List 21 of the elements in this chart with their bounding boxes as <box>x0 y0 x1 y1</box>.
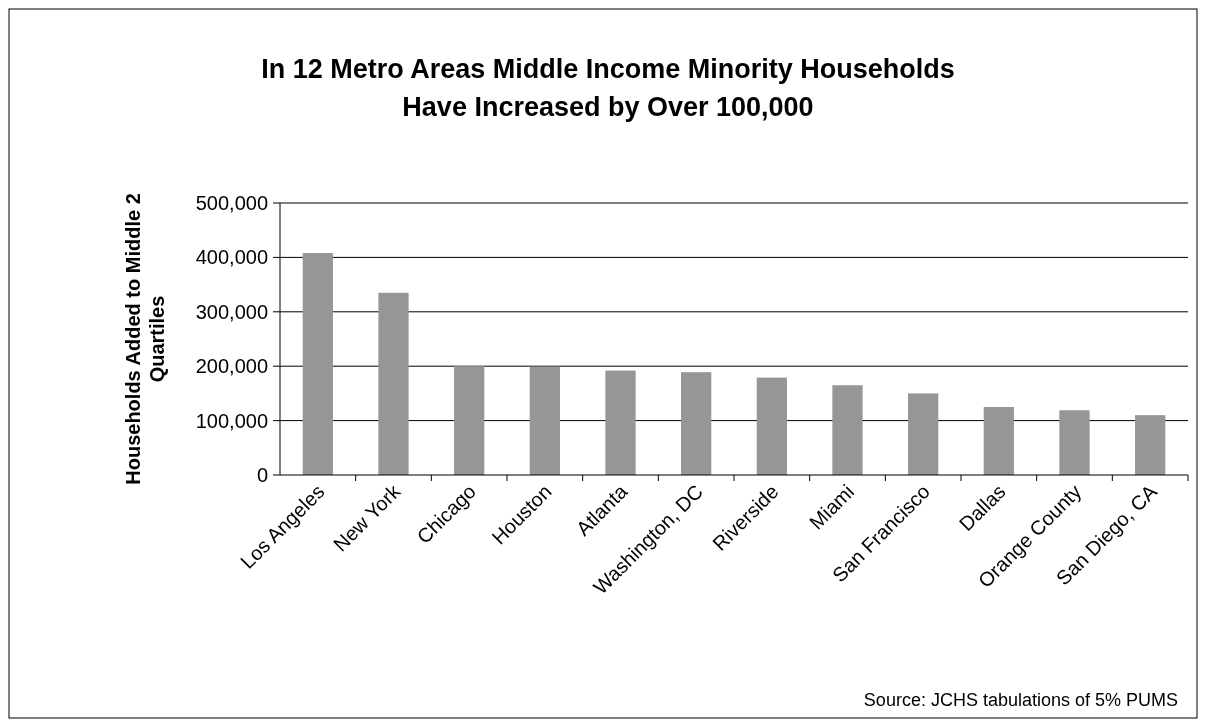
y-axis-title: Households Added to Middle 2 Quartiles <box>122 193 168 485</box>
y-tick-label: 0 <box>256 464 268 486</box>
y-tick-label: 100,000 <box>195 409 268 432</box>
bar <box>832 385 863 475</box>
bar <box>378 292 409 475</box>
bar <box>529 366 560 475</box>
bar <box>908 393 939 475</box>
y-tick-label: 500,000 <box>195 192 268 214</box>
bar <box>681 372 712 475</box>
bar <box>1135 415 1166 475</box>
bar <box>756 377 787 475</box>
y-tick-label: 200,000 <box>195 355 268 378</box>
bar <box>454 366 485 475</box>
y-tick-label: 300,000 <box>195 300 268 323</box>
bar <box>983 407 1014 475</box>
bar <box>302 253 333 475</box>
bar <box>605 370 636 475</box>
bar <box>1059 410 1090 475</box>
source-note: Source: JCHS tabulations of 5% PUMS <box>863 690 1178 710</box>
y-tick-label: 400,000 <box>195 246 268 269</box>
chart-title: In 12 Metro Areas Middle Income Minority Households Have Increased by Over 100,000 <box>261 54 955 122</box>
